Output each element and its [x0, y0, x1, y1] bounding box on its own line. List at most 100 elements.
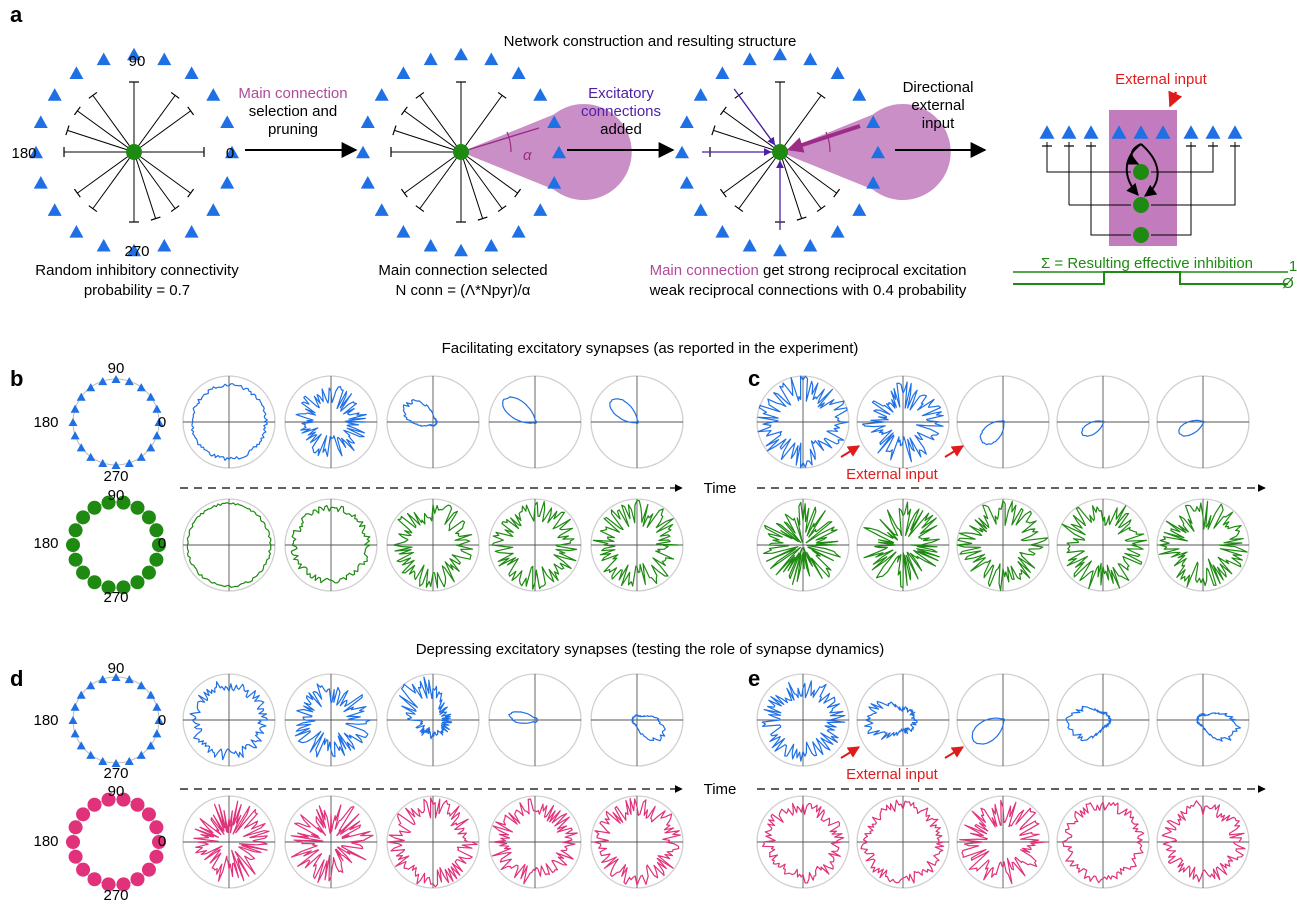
time-label-top: Time: [704, 480, 737, 497]
interneuron: [116, 495, 131, 510]
interneuron: [149, 552, 164, 567]
activity-trace-blue: [757, 375, 849, 469]
panel-d-title: Depressing excitatory synapses (testing …: [416, 641, 885, 658]
interneuron: [130, 797, 145, 812]
pyramidal-neuron: [146, 690, 156, 699]
inhibitory-connection: [133, 151, 176, 209]
caption-selected-line2: N conn = (Λ*Npyr)/α: [396, 282, 531, 299]
main-connection-sector: [780, 104, 951, 200]
pyramidal-neuron: [76, 741, 86, 750]
panel-d-blue-legend: [68, 672, 164, 768]
pyramidal-neuron: [679, 175, 694, 189]
pyramidal-neuron: [423, 238, 438, 252]
interneuron: [76, 807, 91, 822]
external-input-schematic: [1013, 90, 1288, 285]
panel-b-green-legend: [66, 495, 166, 595]
connection-terminal: [170, 91, 180, 99]
network-diagram-selected: [356, 47, 632, 257]
inhibitory-connection: [133, 151, 157, 219]
activity-trace-green: [290, 504, 371, 584]
pyramidal-neuron: [70, 431, 80, 440]
pyramidal-neuron: [423, 52, 438, 66]
connection-terminal: [400, 106, 408, 116]
pyramidal-neuron: [98, 458, 108, 467]
pyramidal-neuron: [1227, 125, 1243, 139]
pyramidal-neuron: [98, 756, 108, 765]
inhibitory-connection: [67, 129, 135, 153]
panel-a-title: Network construction and resulting struc…: [504, 33, 797, 50]
inhibitory-connection: [713, 129, 781, 153]
interneuron: [76, 510, 91, 525]
pyramidal-neuron: [1061, 125, 1077, 139]
activity-trace-blue: [399, 676, 453, 740]
connection-terminal: [816, 91, 826, 99]
interneuron: [130, 500, 145, 515]
pyramidal-neuron: [29, 145, 43, 159]
pyramidal-neuron: [830, 66, 845, 80]
interneuron: [149, 820, 164, 835]
activity-trace-blue: [861, 381, 944, 463]
pyramidal-neuron: [693, 88, 708, 101]
external-input-label: External input: [1115, 71, 1208, 88]
pyramidal-neuron: [76, 392, 86, 401]
interneuron: [101, 495, 116, 510]
pyramidal-neuron: [70, 404, 80, 413]
alpha-arc: [825, 131, 831, 153]
legend-ring: [72, 378, 160, 466]
activity-trace-blue: [402, 399, 438, 427]
d-angle-0: 0: [158, 712, 166, 729]
interneuron: [101, 792, 116, 807]
inhibitory-wire: [1090, 142, 1131, 236]
pyramidal-neuron: [1111, 125, 1127, 139]
pyramidal-neuron: [1039, 125, 1055, 139]
pyramidal-neuron: [146, 741, 156, 750]
inhibitory-connection: [133, 95, 176, 153]
pyramidal-neuron: [96, 238, 111, 252]
interneuron: [1133, 197, 1149, 213]
d2-angle-90: 90: [108, 783, 125, 800]
network-diagram-excitatory: [675, 47, 951, 257]
pyramidal-neuron: [152, 729, 162, 738]
interneuron: [68, 820, 83, 835]
step1-label-colored: Main connection: [238, 85, 347, 102]
interneuron: [1133, 227, 1149, 243]
caption-random-line1: Random inhibitory connectivity: [35, 262, 239, 279]
pyramidal-neuron: [136, 383, 146, 392]
interneuron: [87, 797, 102, 812]
connection-terminal: [150, 216, 161, 221]
pyramidal-neuron: [360, 175, 375, 189]
pyramidal-neuron: [852, 88, 867, 101]
activity-trace-pink: [491, 798, 578, 885]
pyramidal-neuron: [111, 672, 121, 682]
pyramidal-neuron: [742, 52, 757, 66]
pyramidal-neuron: [70, 729, 80, 738]
interneuron: [101, 580, 116, 595]
pyramidal-neuron: [484, 238, 499, 252]
pyramidal-neuron: [866, 115, 881, 129]
step2-label-line3: added: [600, 121, 642, 138]
inhibitory-wire: [1151, 142, 1214, 173]
pyramidal-neuron: [360, 115, 375, 129]
interneuron: [130, 872, 145, 887]
pyramidal-neuron: [356, 145, 370, 159]
activity-trace-pink: [860, 799, 945, 884]
activity-trace-blue: [508, 711, 538, 724]
b2-angle-270: 270: [103, 589, 128, 606]
pyramidal-neuron: [206, 203, 221, 216]
step2-label-line1: Excitatory: [588, 85, 654, 102]
pyramidal-neuron: [1155, 125, 1171, 139]
inhibitory-connection: [779, 95, 822, 153]
activity-trace-pink: [959, 799, 1046, 885]
interneuron: [87, 872, 102, 887]
inhibitory-connection: [460, 151, 484, 219]
connection-terminal: [73, 188, 81, 198]
d2-angle-270: 270: [103, 887, 128, 904]
pyramidal-neuron: [96, 52, 111, 66]
pyramidal-neuron: [98, 377, 108, 386]
interneuron: [116, 877, 131, 892]
excitatory-connection: [733, 88, 776, 146]
panel-b-letter: b: [10, 366, 23, 391]
interneuron: [141, 807, 156, 822]
b2-angle-180: 180: [33, 535, 58, 552]
pyramidal-neuron: [33, 175, 48, 189]
